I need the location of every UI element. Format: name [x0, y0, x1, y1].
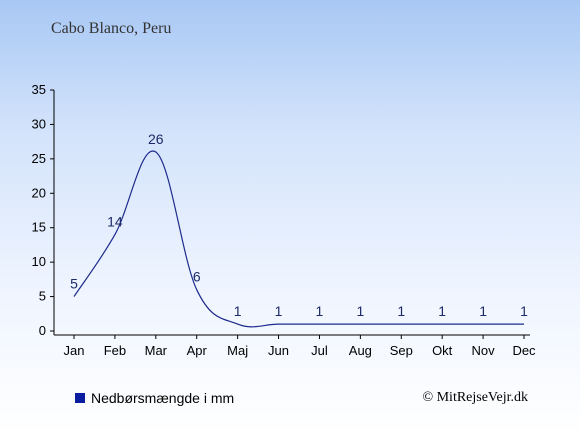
legend-swatch — [75, 393, 85, 403]
location-title: Cabo Blanco, Peru — [51, 20, 172, 37]
data-label: 1 — [479, 303, 487, 319]
legend: Nedbørsmængde i mm — [75, 390, 234, 406]
x-tick-label: Apr — [187, 343, 208, 358]
y-tick-label: 25 — [32, 151, 46, 166]
data-label: 14 — [107, 214, 123, 230]
x-tick-label: Jan — [64, 343, 85, 358]
plot-area: 5 14 26 6 1 1 1 1 1 1 1 1 — [70, 131, 528, 328]
data-label: 1 — [397, 303, 405, 319]
legend-label: Nedbørsmængde i mm — [91, 390, 235, 406]
data-label: 1 — [356, 303, 364, 319]
x-tick-label: Nov — [472, 343, 496, 358]
data-label: 1 — [234, 303, 242, 319]
x-tick-label: Dec — [512, 343, 536, 358]
copyright-text: © MitRejseVejr.dk — [422, 390, 528, 405]
data-label: 1 — [438, 303, 446, 319]
y-tick-label: 10 — [32, 254, 46, 269]
data-label: 1 — [275, 303, 283, 319]
data-label: 26 — [148, 131, 164, 147]
y-tick-label: 30 — [32, 116, 46, 131]
x-tick-label: Jun — [268, 343, 289, 358]
series-line — [73, 150, 524, 328]
x-tick-label: Aug — [349, 343, 372, 358]
y-tick-label: 15 — [32, 220, 46, 235]
y-tick-label: 20 — [32, 185, 46, 200]
x-tick-label: Maj — [227, 343, 248, 358]
data-label: 1 — [520, 303, 528, 319]
x-tick-label: Okt — [432, 343, 453, 358]
data-label: 1 — [316, 303, 324, 319]
y-tick-label: 0 — [39, 323, 46, 338]
y-tick-label: 35 — [32, 82, 46, 97]
x-tick-label: Mar — [145, 343, 168, 358]
data-label: 5 — [70, 276, 78, 292]
y-tick-label: 5 — [39, 289, 46, 304]
axes — [53, 90, 530, 336]
x-tick-label: Jul — [311, 343, 328, 358]
x-tick-label: Sep — [390, 343, 413, 358]
data-label: 6 — [193, 269, 201, 285]
x-tick-label: Feb — [104, 343, 126, 358]
